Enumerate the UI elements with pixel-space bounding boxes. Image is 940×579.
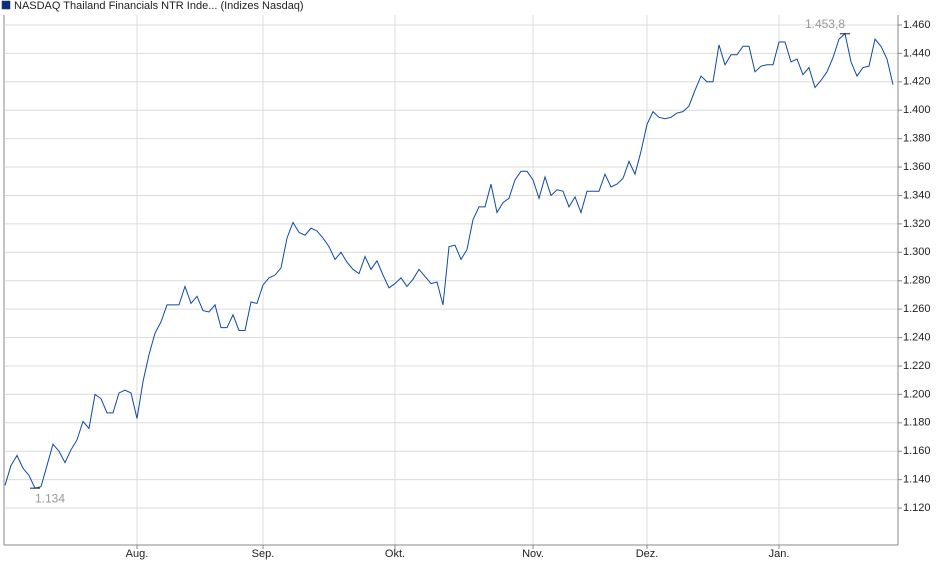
y-tick-label: 1.160 <box>903 445 931 457</box>
y-tick-label: 1.260 <box>903 303 931 315</box>
y-tick-label: 1.220 <box>903 360 931 372</box>
x-tick-label: Aug. <box>126 548 149 560</box>
y-tick-label: 1.440 <box>903 47 931 59</box>
x-tick-label: Dez. <box>636 548 659 560</box>
y-tick-label: 1.300 <box>903 246 931 258</box>
legend-label: NASDAQ Thailand Financials NTR Inde... (… <box>14 0 304 12</box>
y-tick-label: 1.320 <box>903 218 931 230</box>
value-label: 1.453,8 <box>805 17 845 31</box>
y-tick-label: 1.120 <box>903 502 931 514</box>
y-tick-label: 1.200 <box>903 388 931 400</box>
x-tick-label: Sep. <box>252 548 275 560</box>
y-tick-label: 1.180 <box>903 417 931 429</box>
y-tick-label: 1.360 <box>903 161 931 173</box>
y-tick-label: 1.340 <box>903 189 931 201</box>
x-tick-label: Jan. <box>769 548 790 560</box>
y-tick-label: 1.240 <box>903 331 931 343</box>
legend-swatch <box>1 0 11 10</box>
line <box>4 32 894 489</box>
y-tick-label: 1.380 <box>903 133 931 145</box>
y-tick-label: 1.420 <box>903 76 931 88</box>
y-tick-label: 1.140 <box>903 474 931 486</box>
y-tick-label: 1.460 <box>903 19 931 31</box>
x-tick-label: Okt. <box>385 548 405 560</box>
y-tick-label: 1.280 <box>903 275 931 287</box>
y-tick-label: 1.400 <box>903 104 931 116</box>
x-tick-label: Nov. <box>522 548 544 560</box>
value-label: 1.134 <box>35 491 65 505</box>
